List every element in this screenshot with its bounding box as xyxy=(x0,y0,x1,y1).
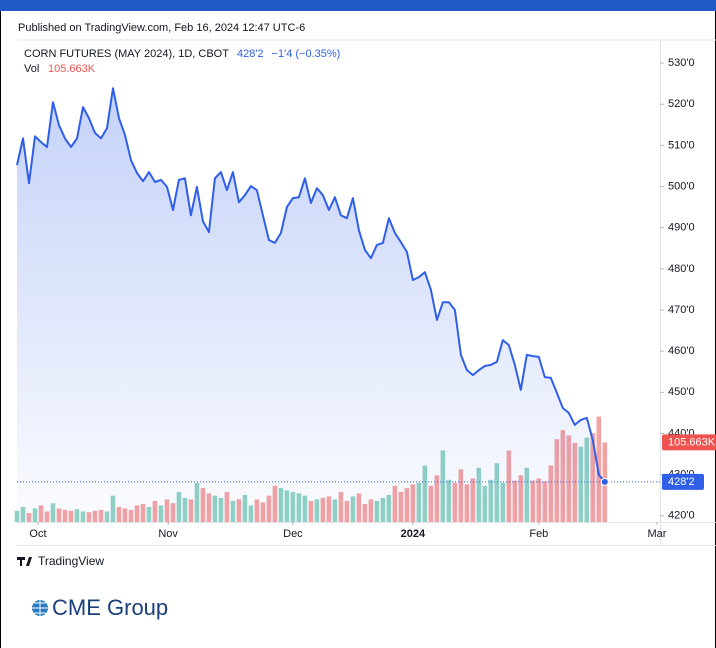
y-tick-label: 500'0 xyxy=(668,180,695,192)
y-tick-label: 490'0 xyxy=(668,222,695,234)
volume-value: 105.663K xyxy=(48,63,96,75)
price-tag xyxy=(662,473,704,490)
price-change: −1'4 (−0.35%) xyxy=(272,48,341,60)
x-tick-label: Dec xyxy=(283,528,303,540)
price-tag-label: 428'2 xyxy=(668,476,695,488)
y-tick-label: 450'0 xyxy=(668,386,695,398)
cme-logo: CME Group xyxy=(32,595,168,620)
x-tick-label: 2024 xyxy=(401,528,426,540)
y-tick-label: 530'0 xyxy=(668,57,695,69)
price-line xyxy=(16,87,606,483)
volume-tag-label: 105.663K xyxy=(668,436,716,448)
last-price: 428'2 xyxy=(237,48,264,60)
logo-text: CME Group xyxy=(52,595,168,620)
symbol-title: CORN FUTURES (MAY 2024), 1D, CBOT xyxy=(24,48,229,60)
x-tick-label: Feb xyxy=(529,528,548,540)
x-tick-label: Nov xyxy=(158,528,178,540)
tradingview-logo: TradingView xyxy=(17,554,104,568)
x-tick-label: Oct xyxy=(29,528,46,540)
last-point xyxy=(600,477,609,486)
y-tick-label: 470'0 xyxy=(668,304,695,316)
price-area xyxy=(17,88,605,522)
y-tick-label: 510'0 xyxy=(668,139,695,151)
plot xyxy=(14,87,660,522)
y-tick-label: 520'0 xyxy=(668,98,695,110)
y-tick-label: 420'0 xyxy=(668,510,695,522)
y-tick-label: 480'0 xyxy=(668,263,695,275)
volume-tag xyxy=(662,434,716,451)
published-note: Published on TradingView.com, Feb 16, 20… xyxy=(18,22,305,34)
top-bar xyxy=(0,0,716,11)
brand: TradingView xyxy=(38,554,104,568)
y-tick-label: 460'0 xyxy=(668,345,695,357)
volume-label: Vol xyxy=(24,63,39,75)
x-tick-label: Mar xyxy=(648,528,667,540)
